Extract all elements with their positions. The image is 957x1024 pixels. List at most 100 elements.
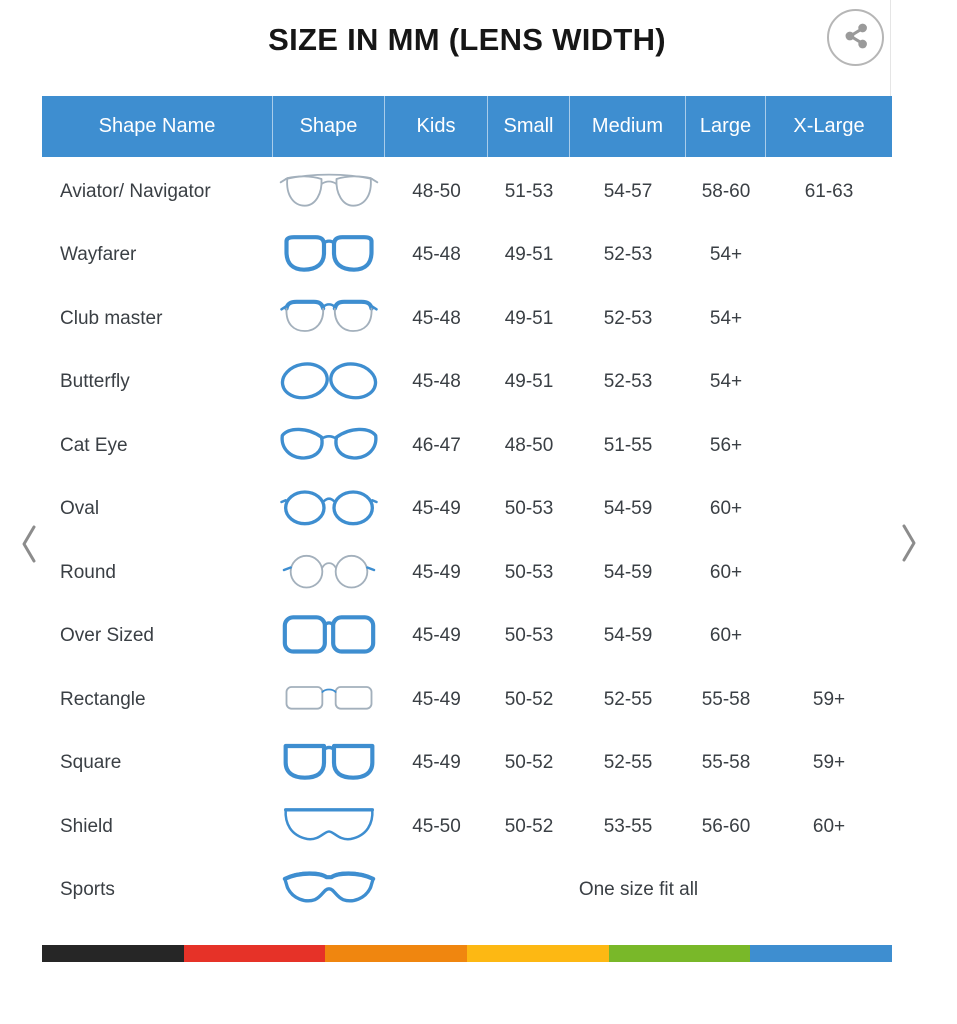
shape-icon-cell xyxy=(273,353,385,412)
size-cell-large: 54+ xyxy=(709,244,743,266)
shape-name-cell: Rectangle xyxy=(60,688,146,710)
shape-icon-cell xyxy=(273,670,385,729)
stripe-segment-0 xyxy=(42,945,184,962)
shape-name-cell: Butterfly xyxy=(60,371,130,393)
size-cell-medium: 52-53 xyxy=(603,371,653,393)
size-cell-kids: 45-49 xyxy=(412,625,461,647)
chevron-left-icon xyxy=(18,525,42,569)
table-row: Butterfly 45-48 49-51 52-53 54+ xyxy=(42,351,892,415)
shape-icon-cell xyxy=(273,416,385,475)
size-cell-large: 55-58 xyxy=(701,752,751,774)
table-row: Shield 45-50 50-52 53-55 56-60 60+ xyxy=(42,795,892,859)
size-cell-kids: 45-48 xyxy=(412,307,461,329)
size-cell-medium: 51-55 xyxy=(603,434,653,456)
shape-icon-cell xyxy=(273,289,385,348)
table-row: Oval 45-49 50-53 54-59 60+ xyxy=(42,478,892,542)
size-cell-small: 49-51 xyxy=(504,371,554,393)
shape-name-cell: Square xyxy=(60,752,122,774)
table-row: Sports One size fit all xyxy=(42,859,892,923)
table-row: Square 45-49 50-52 52-55 55-58 59+ xyxy=(42,732,892,796)
shape-name-cell: Aviator/ Navigator xyxy=(60,180,211,202)
column-header-kids: Kids xyxy=(385,96,488,157)
panel-edge-divider xyxy=(890,0,891,96)
size-cell-large: 60+ xyxy=(709,498,743,520)
size-cell-xlarge: 61-63 xyxy=(804,180,854,202)
size-cell-medium: 52-53 xyxy=(603,244,653,266)
column-header-shape: Shape xyxy=(273,96,385,157)
size-cell-small: 49-51 xyxy=(504,244,554,266)
size-cell-large: 60+ xyxy=(709,625,743,647)
size-cell-xlarge: 59+ xyxy=(812,752,846,774)
shape-icon-cell xyxy=(273,607,385,666)
stripe-segment-4 xyxy=(608,945,751,962)
size-cell-large: 58-60 xyxy=(701,180,751,202)
size-cell-small: 50-52 xyxy=(504,688,554,710)
round-glasses-icon xyxy=(279,543,379,602)
clubmaster-glasses-icon xyxy=(279,289,379,348)
size-cell-large: 54+ xyxy=(709,307,743,329)
carousel-next-button[interactable] xyxy=(896,521,920,568)
size-cell-small: 50-53 xyxy=(504,625,554,647)
table-row: Round 45-49 50-53 54-59 60+ xyxy=(42,541,892,605)
shape-icon-cell xyxy=(273,162,385,221)
size-cell-kids: 45-49 xyxy=(412,498,461,520)
size-cell-small: 51-53 xyxy=(504,180,554,202)
square-glasses-icon xyxy=(279,734,379,793)
stripe-segment-2 xyxy=(325,945,468,962)
size-cell-small: 50-53 xyxy=(504,561,554,583)
shape-name-cell: Oval xyxy=(60,498,100,520)
column-header-medium: Medium xyxy=(570,96,686,157)
shape-icon-cell xyxy=(273,543,385,602)
brand-color-stripe xyxy=(42,945,893,962)
column-header-x-large: X-Large xyxy=(793,115,865,137)
size-cell-kids: 46-47 xyxy=(412,434,461,456)
size-cell-small: 50-53 xyxy=(504,498,554,520)
table-row: Rectangle 45-49 50-52 52-55 55-58 59+ xyxy=(42,668,892,732)
table-row: Aviator/ Navigator 48-50 51-53 54-57 58-60 6… xyxy=(42,160,892,224)
table-row: Wayfarer 45-48 49-51 52-53 54+ xyxy=(42,224,892,288)
shield-glasses-icon xyxy=(279,797,379,856)
shape-name-cell: Over Sized xyxy=(60,625,154,647)
carousel-prev-button[interactable] xyxy=(18,522,42,569)
shape-icon-cell xyxy=(273,797,385,856)
oval-glasses-icon xyxy=(279,480,379,539)
one-size-cell: One size fit all xyxy=(578,879,699,901)
share-button[interactable] xyxy=(827,9,884,66)
size-cell-large: 56+ xyxy=(709,434,743,456)
wayfarer-glasses-icon xyxy=(279,226,379,285)
size-cell-small: 49-51 xyxy=(504,307,554,329)
size-cell-small: 50-52 xyxy=(504,752,554,774)
column-header-large: Large xyxy=(686,96,766,157)
size-cell-large: 60+ xyxy=(709,561,743,583)
shape-icon-cell xyxy=(273,480,385,539)
size-cell-xlarge: 59+ xyxy=(812,688,846,710)
size-cell-kids: 45-48 xyxy=(412,244,461,266)
size-cell-medium: 54-57 xyxy=(603,180,653,202)
column-header-shape-name: Shape Name xyxy=(42,96,273,157)
shape-icon-cell xyxy=(273,734,385,793)
size-cell-medium: 52-55 xyxy=(603,752,653,774)
table-row: Over Sized 45-49 50-53 54-59 60+ xyxy=(42,605,892,669)
size-cell-kids: 45-49 xyxy=(412,688,461,710)
size-cell-medium: 54-59 xyxy=(603,625,653,647)
table-header-row: Shape Name Shape Kids Small Medium Large X-Lar… xyxy=(42,96,892,157)
table-body: Aviator/ Navigator 48-50 51-53 54-57 58-60 6… xyxy=(42,160,892,922)
chevron-right-icon xyxy=(896,524,920,568)
size-cell-kids: 45-49 xyxy=(412,752,461,774)
shape-icon-cell xyxy=(273,226,385,285)
shape-name-cell: Round xyxy=(60,561,116,583)
table-row: Club master 45-48 49-51 52-53 54+ xyxy=(42,287,892,351)
table-row: Cat Eye 46-47 48-50 51-55 56+ xyxy=(42,414,892,478)
shape-icon-cell xyxy=(273,861,385,920)
shape-name-cell: Club master xyxy=(60,307,163,329)
rectangle-glasses-icon xyxy=(279,670,379,729)
size-cell-kids: 45-50 xyxy=(412,815,461,837)
stripe-segment-3 xyxy=(467,945,609,962)
size-cell-medium: 53-55 xyxy=(603,815,653,837)
shape-name-cell: Sports xyxy=(60,879,115,901)
size-cell-medium: 52-55 xyxy=(603,688,653,710)
stripe-segment-5 xyxy=(750,945,893,962)
cateye-glasses-icon xyxy=(279,416,379,475)
column-header-small: Small xyxy=(488,96,570,157)
share-icon xyxy=(839,19,873,56)
